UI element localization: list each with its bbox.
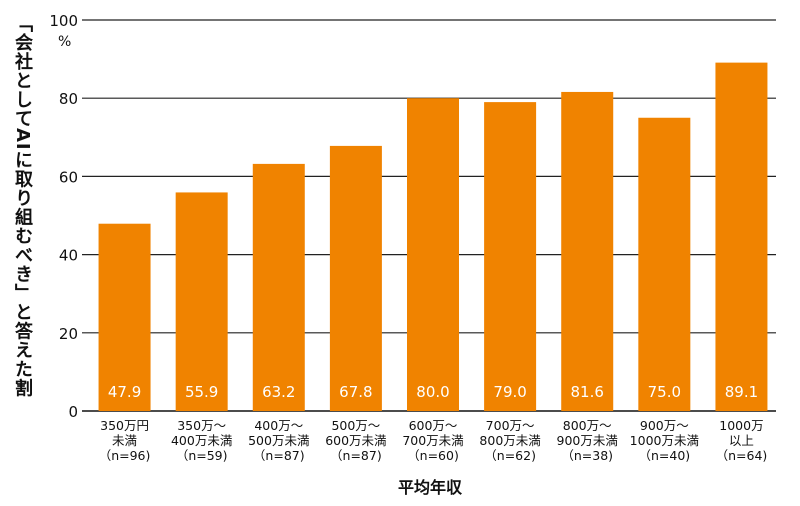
y-axis-title: 「会社としてAIに取り組むべき」と答えた割合 [12, 14, 33, 398]
y-tick-label: 100 [49, 12, 78, 30]
x-tick-label: 400万〜 [254, 418, 303, 433]
x-tick-label: 700万未満 [402, 433, 463, 448]
x-tick-label: 400万未満 [171, 433, 232, 448]
x-tick-label: 350万円 [100, 418, 149, 433]
bar-value-label: 75.0 [648, 383, 681, 401]
x-tick-label: 800万〜 [563, 418, 612, 433]
x-tick-label: （n=59) [176, 448, 228, 463]
bar [638, 117, 691, 411]
x-tick-label: 600万未満 [325, 433, 386, 448]
x-tick-label: 350万〜 [177, 418, 226, 433]
x-tick-label: 未満 [112, 433, 137, 448]
y-axis-unit: % [58, 34, 72, 50]
bar [252, 163, 305, 411]
x-tick-label: （n=64) [716, 448, 768, 463]
bar-value-label: 55.9 [185, 383, 218, 401]
bar-value-label: 63.2 [262, 383, 295, 401]
x-tick-label: 500万未満 [248, 433, 309, 448]
bar [175, 192, 228, 411]
x-tick-label: 900万未満 [557, 433, 618, 448]
bar [715, 62, 768, 412]
bar [329, 145, 382, 412]
y-tick-label: 40 [59, 247, 78, 265]
x-axis-title: 平均年収 [397, 478, 462, 497]
bar-value-label: 89.1 [725, 383, 758, 401]
x-tick-label: 500万〜 [331, 418, 380, 433]
y-tick-label: 60 [59, 168, 78, 186]
bar [98, 223, 151, 411]
bar [561, 91, 614, 411]
x-tick-label: （n=38) [561, 448, 613, 463]
bar [484, 102, 537, 412]
y-tick-label: 80 [59, 90, 78, 108]
x-tick-label: （n=40) [638, 448, 690, 463]
x-tick-label: 1000万 [719, 418, 763, 433]
x-tick-label: （n=96) [99, 448, 151, 463]
x-tick-label: 600万〜 [409, 418, 458, 433]
x-tick-label: （n=87) [253, 448, 305, 463]
x-tick-label: 900万〜 [640, 418, 689, 433]
y-tick-label: 20 [59, 325, 78, 343]
x-tick-label: （n=87) [330, 448, 382, 463]
bar-value-label: 47.9 [108, 383, 141, 401]
x-tick-label: （n=62) [484, 448, 536, 463]
bar-value-label: 81.6 [571, 383, 604, 401]
bar [407, 98, 459, 411]
x-tick-label: 以上 [729, 433, 754, 448]
bar-value-label: 79.0 [493, 383, 526, 401]
bar-value-label: 67.8 [339, 383, 372, 401]
x-tick-label: （n=60) [407, 448, 459, 463]
x-tick-label: 700万〜 [486, 418, 535, 433]
y-tick-label: 0 [68, 403, 78, 421]
x-tick-label: 800万未満 [479, 433, 540, 448]
x-tick-label: 1000万未満 [630, 433, 699, 448]
bar-value-label: 80.0 [416, 383, 449, 401]
